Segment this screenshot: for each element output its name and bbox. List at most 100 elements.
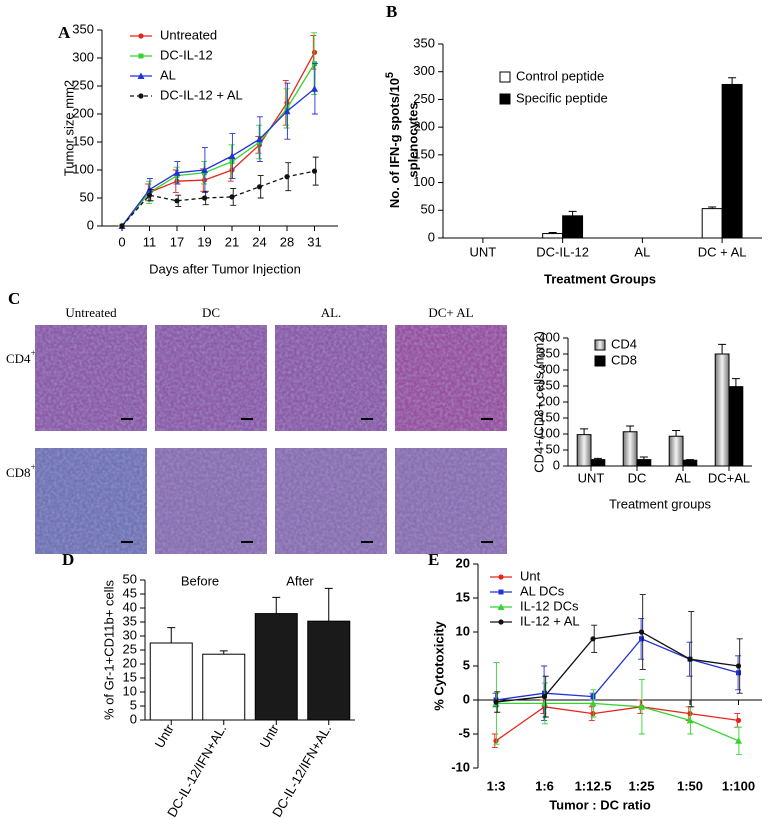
- y-tick-label: 250: [72, 77, 94, 92]
- x-axis-title: Days after Tumor Injection: [149, 261, 301, 276]
- error-bar: [167, 627, 176, 643]
- x-tick-label: 1:3: [487, 778, 506, 793]
- legend-swatch: [594, 339, 606, 351]
- histology-texture: [395, 325, 507, 431]
- y-tick-label: 250: [413, 91, 435, 106]
- error-bar: [685, 459, 694, 461]
- x-tick-label: UNT: [470, 244, 497, 259]
- marker: [228, 152, 236, 159]
- marker: [256, 135, 263, 143]
- bar: [622, 431, 638, 467]
- error-bar: [548, 231, 557, 234]
- marker: [639, 636, 644, 642]
- y-tick-label: 50: [421, 202, 435, 217]
- y-tick-label: 250: [538, 377, 560, 392]
- histology-texture: [155, 448, 267, 554]
- y-axis-title: splenocytes: [405, 102, 420, 177]
- y-tick-label: 15: [123, 669, 137, 684]
- legend-label: Specific peptide: [516, 90, 608, 105]
- bar: [701, 208, 723, 239]
- marker: [736, 670, 741, 676]
- marker: [311, 168, 318, 174]
- y-tick-label: 20: [456, 555, 470, 570]
- y-tick-label: 40: [123, 599, 137, 614]
- error-bar: [568, 210, 577, 216]
- series-line: [495, 631, 739, 703]
- x-tick-label: 1:6: [535, 778, 554, 793]
- marker: [638, 703, 645, 710]
- bar: [728, 386, 744, 467]
- y-tick-label: 150: [72, 133, 94, 148]
- y-tick-label: 50: [123, 571, 137, 586]
- bar: [636, 459, 652, 467]
- y-tick-label: 300: [72, 49, 94, 64]
- column-label: DC+ AL: [428, 305, 473, 320]
- error-bar: [639, 456, 648, 460]
- y-axis-title: CD4+/CD8+ cells (mm2): [531, 331, 546, 473]
- y-axis-title: % Cytotoxicity: [431, 620, 446, 710]
- marker: [138, 53, 144, 59]
- marker: [686, 716, 694, 724]
- y-tick-label: 0: [553, 457, 560, 472]
- bar: [307, 620, 351, 721]
- bar: [714, 353, 730, 467]
- marker: [735, 717, 742, 724]
- marker: [590, 636, 596, 642]
- bar: [254, 613, 298, 721]
- series-line: [495, 638, 739, 701]
- legend-label: DC-IL-12 + AL: [160, 87, 243, 102]
- marker: [138, 33, 144, 39]
- legend-label: DC-IL-12: [160, 47, 213, 62]
- x-tick-label: DC: [628, 470, 647, 485]
- error-bar: [708, 206, 717, 209]
- y-tick-label: 150: [538, 409, 560, 424]
- legend-label: Control peptide: [516, 68, 604, 83]
- error-bar: [731, 378, 740, 387]
- y-tick-label: -5: [458, 725, 470, 740]
- legend-label: IL-12 DCs: [520, 598, 579, 613]
- error-bar: [718, 343, 727, 354]
- x-tick-label: 19: [197, 234, 211, 249]
- x-tick-label: DC-IL-12/IFN+AL.: [269, 722, 334, 819]
- marker: [498, 619, 504, 625]
- x-axis-title: Treatment Groups: [544, 271, 656, 286]
- y-tick-label: 5: [463, 657, 470, 672]
- y-tick-label: 200: [413, 119, 435, 134]
- legend-swatch: [594, 355, 606, 367]
- marker: [589, 699, 597, 707]
- y-tick-label: 100: [413, 174, 435, 189]
- annotation: After: [286, 573, 314, 588]
- x-tick-label: 1:12.5: [575, 778, 612, 793]
- x-tick-label: 1:25: [628, 778, 654, 793]
- marker: [283, 107, 291, 115]
- x-tick-label: DC+AL: [708, 470, 750, 485]
- marker: [284, 174, 290, 180]
- row-label: CD8+: [6, 462, 36, 480]
- marker: [119, 223, 125, 229]
- y-tick-label: 200: [72, 105, 94, 120]
- legend-swatch: [499, 93, 511, 105]
- bar: [682, 459, 698, 467]
- x-tick-label: 31: [307, 234, 321, 249]
- x-tick-label: DC-IL-12/IFN+AL.: [164, 722, 229, 819]
- x-tick-label: 1:100: [722, 778, 755, 793]
- marker: [201, 166, 208, 173]
- x-tick-label: 24: [252, 234, 266, 249]
- y-tick-label: 0: [130, 711, 137, 726]
- error-bar: [272, 596, 281, 614]
- legend-label: AL DCs: [520, 583, 565, 598]
- marker: [735, 663, 742, 669]
- error-bar: [626, 425, 635, 432]
- y-tick-label: 30: [123, 627, 137, 642]
- histology-texture: [395, 448, 507, 554]
- panel-label: A: [58, 23, 71, 42]
- column-label: Untreated: [65, 305, 117, 320]
- marker: [497, 603, 505, 610]
- legend-label: Untreated: [160, 27, 217, 42]
- x-tick-label: DC + AL: [698, 244, 747, 259]
- y-tick-label: 10: [456, 623, 470, 638]
- error-bar: [728, 77, 737, 85]
- series-line: [121, 88, 315, 227]
- histology-panel: C Untreated DC AL. DC+ AL CD4+ CD8+: [6, 289, 507, 554]
- y-tick-label: 350: [413, 35, 435, 50]
